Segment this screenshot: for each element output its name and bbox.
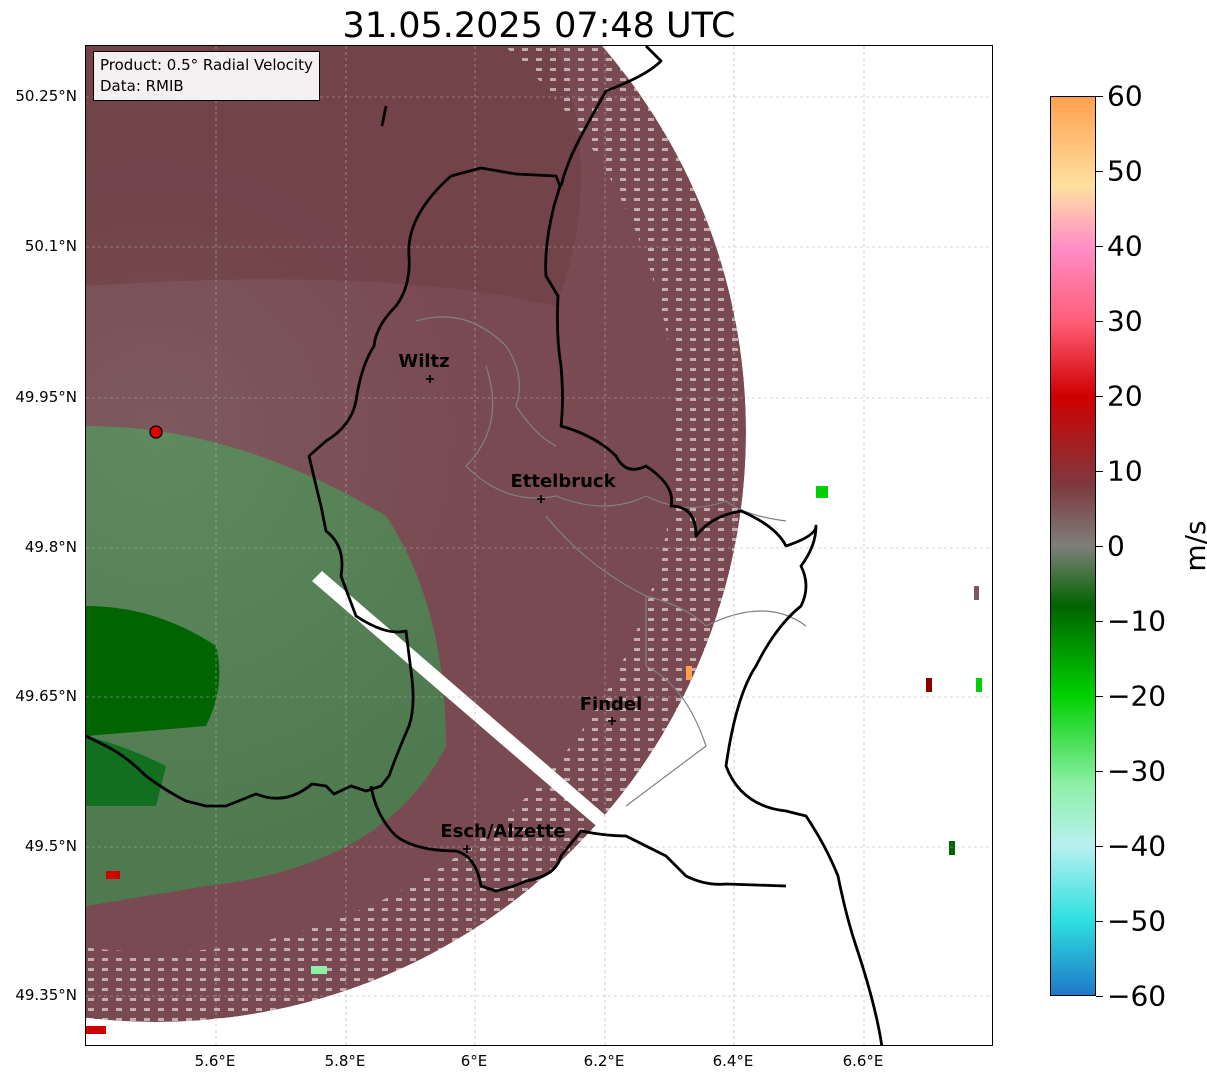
colorbar-tick-label: 10 <box>1107 454 1143 488</box>
colorbar-tick-mark <box>1096 246 1103 247</box>
city-label-wiltz: Wiltz <box>398 351 450 372</box>
radar-map[interactable] <box>85 45 993 1046</box>
colorbar-tick-label: −10 <box>1107 604 1167 638</box>
lat-label: 49.65°N <box>15 687 77 705</box>
colorbar-tick-label: −30 <box>1107 754 1167 788</box>
colorbar-tick-label: 20 <box>1107 379 1143 413</box>
lat-label: 49.8°N <box>24 538 77 556</box>
colorbar-tick-mark <box>1096 396 1103 397</box>
lat-label: 49.5°N <box>24 837 77 855</box>
city-label-findel: Findel <box>579 694 643 715</box>
city-label-ettelbruck: Ettelbruck <box>510 471 616 492</box>
colorbar-unit-label: m/s <box>1179 520 1207 572</box>
colorbar-tick-mark <box>1096 546 1103 547</box>
colorbar-tick-mark <box>1096 846 1103 847</box>
lon-label: 6.6°E <box>842 1052 884 1070</box>
velocity-field <box>86 46 746 1022</box>
colorbar-tick-mark <box>1096 621 1103 622</box>
radar-map-canvas <box>86 46 992 1045</box>
lat-label: 49.35°N <box>15 986 77 1004</box>
colorbar-tick-label: −20 <box>1107 679 1167 713</box>
lon-label: 5.6°E <box>194 1052 236 1070</box>
colorbar-tick-label: 60 <box>1107 79 1143 113</box>
colorbar-tick-label: −50 <box>1107 904 1167 938</box>
city-label-esch-alzette: Esch/Alzette <box>440 821 566 842</box>
lon-label: 6.2°E <box>583 1052 625 1070</box>
colorbar-tick-mark <box>1096 96 1103 97</box>
colorbar-tick-mark <box>1096 471 1103 472</box>
radar-site-marker <box>149 425 163 439</box>
lon-label: 6°E <box>460 1052 488 1070</box>
colorbar-tick-mark <box>1096 171 1103 172</box>
colorbar-tick-label: 0 <box>1107 529 1125 563</box>
colorbar-tick-mark <box>1096 696 1103 697</box>
lat-label: 49.95°N <box>15 388 77 406</box>
product-label: Product: 0.5° Radial Velocity <box>100 56 313 74</box>
lon-label: 6.4°E <box>712 1052 754 1070</box>
city-markers <box>426 375 616 853</box>
colorbar <box>1050 96 1096 996</box>
colorbar-tick-mark <box>1096 321 1103 322</box>
national-borders <box>86 46 884 1045</box>
colorbar-tick-label: 30 <box>1107 304 1143 338</box>
product-info-box: Product: 0.5° Radial Velocity Data: RMIB <box>93 51 320 101</box>
district-borders <box>415 316 807 807</box>
outer-echoes <box>86 486 982 1034</box>
map-title: 31.05.2025 07:48 UTC <box>342 6 736 46</box>
colorbar-tick-label: −60 <box>1107 979 1167 1013</box>
lat-label: 50.25°N <box>15 87 77 105</box>
colorbar-tick-mark <box>1096 921 1103 922</box>
colorbar-tick-mark <box>1096 771 1103 772</box>
data-source-label: Data: RMIB <box>100 77 184 95</box>
lat-label: 50.1°N <box>24 237 77 255</box>
lon-label: 5.8°E <box>324 1052 366 1070</box>
colorbar-tick-label: −40 <box>1107 829 1167 863</box>
colorbar-tick-label: 50 <box>1107 154 1143 188</box>
colorbar-tick-mark <box>1096 996 1103 997</box>
colorbar-tick-label: 40 <box>1107 229 1143 263</box>
